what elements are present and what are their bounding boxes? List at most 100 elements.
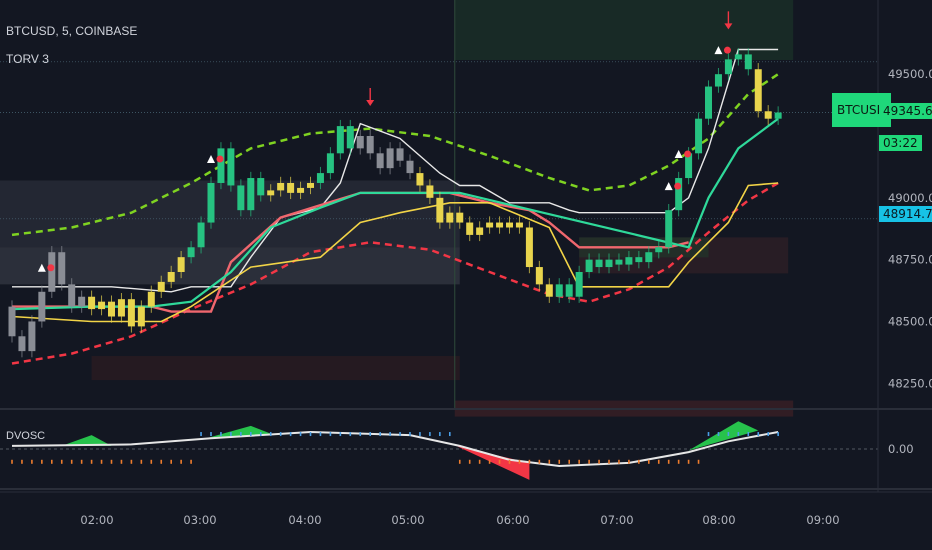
candle-body	[406, 160, 414, 174]
oscillator-tick	[250, 432, 252, 437]
signal-dot	[684, 150, 692, 158]
oscillator-tick	[210, 432, 212, 437]
candle-body	[675, 178, 683, 211]
oscillator-tick	[578, 459, 580, 464]
lower-shade	[91, 356, 460, 381]
candle-body	[665, 210, 673, 248]
candle-body	[48, 252, 56, 292]
crosshair-price-badge: 48914.70	[879, 206, 932, 222]
candle-body	[137, 306, 145, 327]
candle-body	[346, 126, 354, 149]
candle-body	[147, 291, 155, 307]
candle-body	[545, 284, 553, 297]
candle-body	[555, 284, 563, 297]
oscillator-green-fill	[688, 421, 759, 451]
candle-body	[695, 118, 703, 154]
candle-body	[744, 54, 752, 70]
candle-body	[535, 267, 543, 285]
time-tick-label: 04:00	[288, 513, 321, 527]
oscillator-green-fill	[61, 435, 112, 446]
candle-body	[187, 247, 195, 258]
candle-body	[635, 257, 643, 263]
candle-body	[247, 178, 255, 211]
candle-body	[705, 86, 712, 119]
oscillator-line	[11, 430, 779, 468]
candle-body	[277, 182, 285, 191]
candle-body	[287, 182, 295, 193]
oscillator-tick	[618, 459, 620, 464]
signal-dot	[216, 155, 224, 163]
oscillator-pane	[0, 408, 932, 490]
candle-body	[625, 257, 633, 265]
oscillator-tick	[488, 459, 491, 464]
candle-body	[655, 247, 663, 253]
candle-body	[157, 281, 165, 292]
lower-dashed-envelope	[11, 181, 779, 365]
oscillator-tick	[439, 432, 441, 437]
oscillator-tick	[220, 432, 222, 437]
oscillator-tick	[757, 432, 760, 437]
oscillator-tick	[528, 459, 531, 464]
candle-body	[227, 148, 235, 186]
oscillator-tick	[100, 459, 103, 464]
oscillator-tick	[568, 459, 570, 464]
oscillator-tick	[140, 459, 143, 464]
oscillator-tick	[31, 459, 33, 464]
oscillator-tick	[21, 459, 23, 464]
oscillator-tick	[11, 459, 13, 464]
candle-body	[316, 173, 324, 183]
oscillator-tick	[657, 459, 660, 464]
candle-body	[18, 336, 26, 352]
candle-body	[108, 301, 115, 317]
signal-dot	[674, 182, 682, 190]
symbol-title: BTCUSD, 5, COINBASE	[6, 24, 138, 38]
price-tick-label: 49500.00	[888, 67, 932, 81]
oscillator-tick	[598, 459, 600, 464]
candle-body	[595, 259, 603, 268]
candle-body	[307, 182, 314, 188]
oscillator-tick	[190, 459, 192, 464]
signal-markers	[37, 11, 733, 272]
background-bands	[0, 0, 794, 417]
oscillator-tick	[41, 459, 43, 464]
oscillator-tick	[289, 432, 292, 437]
candle-body	[58, 252, 66, 285]
last-price-badge: 49345.62	[879, 103, 932, 119]
oscillator-tick	[538, 459, 541, 464]
oscillator-tick	[409, 432, 411, 437]
time-tick-label: 06:00	[496, 513, 529, 527]
candle-body	[734, 54, 742, 60]
signal-dot	[723, 46, 731, 54]
oscillator-tick	[677, 459, 680, 464]
candle-body	[436, 197, 444, 223]
oscillator-tick	[468, 459, 471, 464]
time-tick-label: 03:00	[183, 513, 216, 527]
candle-body	[575, 272, 583, 297]
candle-body	[376, 153, 384, 169]
sell-signal-arrow	[366, 100, 375, 106]
candle-body	[466, 222, 474, 235]
signal-dot	[47, 264, 55, 272]
buy-signal-arrow	[714, 46, 723, 55]
candle-body	[257, 178, 265, 196]
candle-body	[565, 284, 573, 297]
oscillator-tick	[777, 432, 779, 437]
time-tick-label: 08:00	[702, 513, 735, 527]
oscillator-tick	[329, 432, 332, 437]
oscillator-tick	[80, 459, 83, 464]
oscillator-tick	[359, 432, 362, 437]
candle-body	[525, 227, 533, 268]
oscillator-tick	[429, 432, 431, 437]
candle-body	[476, 227, 484, 235]
oscillator-tick	[508, 459, 511, 464]
candle-body	[336, 126, 344, 154]
candle-body	[724, 59, 732, 75]
time-tick-label: 09:00	[806, 513, 839, 527]
price-tick-label: 48250.00	[888, 376, 932, 390]
candle-body	[366, 136, 374, 154]
oscillator-tick	[697, 459, 700, 464]
oscillator-tick	[638, 459, 640, 464]
sell-signal-arrow	[724, 23, 733, 30]
oscillator-tick	[240, 432, 242, 437]
